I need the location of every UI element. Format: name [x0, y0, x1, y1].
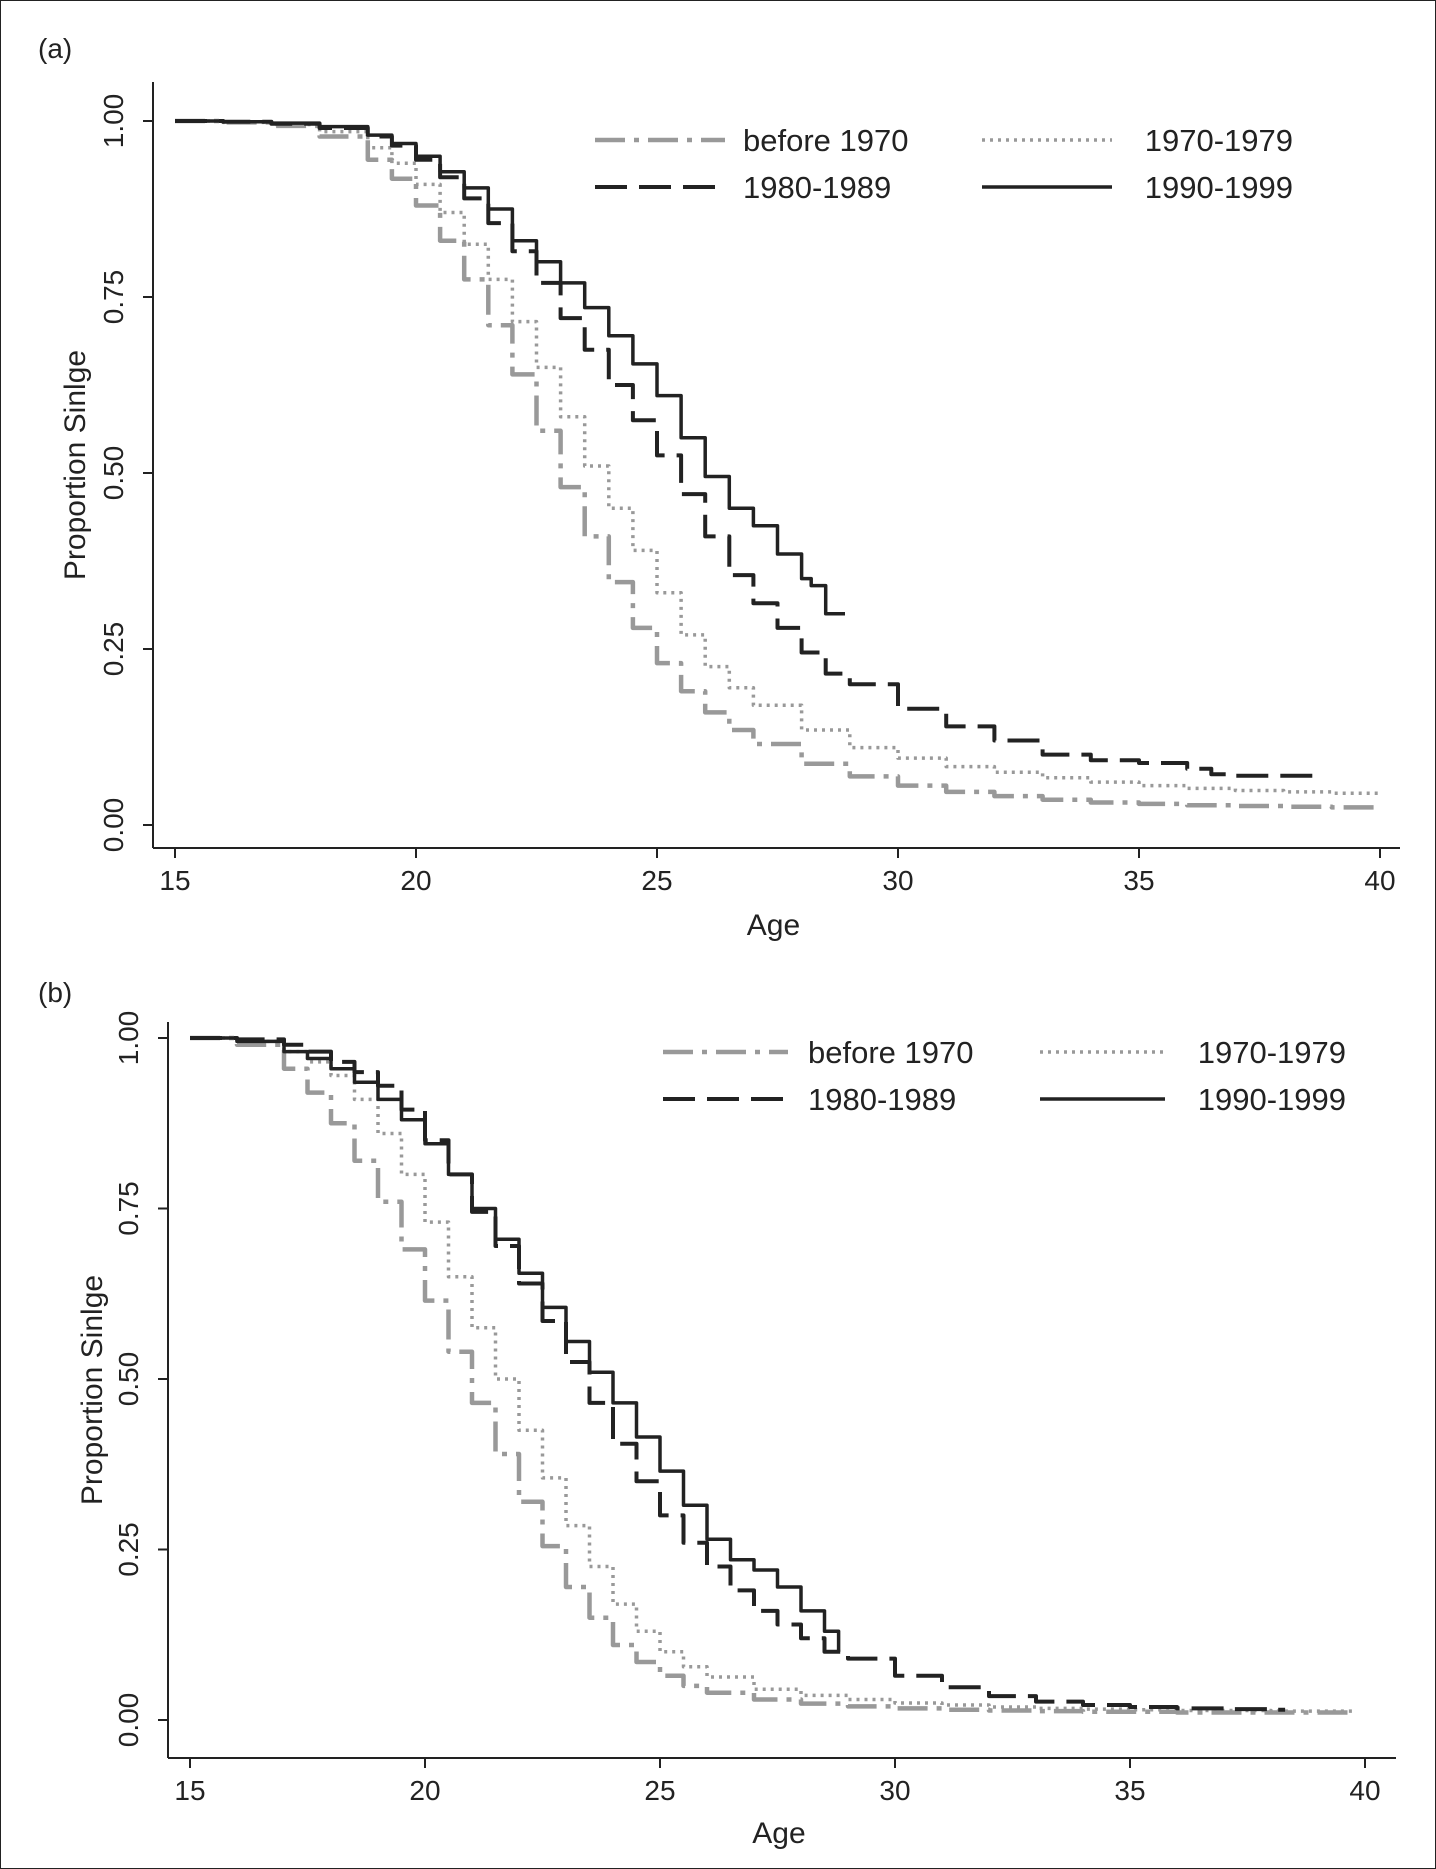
- x-tick-label: 20: [400, 865, 431, 896]
- series-line-before-1970: [175, 118, 1380, 810]
- y-tick-label: 0.25: [98, 622, 129, 677]
- x-tick-label: 35: [1123, 865, 1154, 896]
- legend-label: 1970-1979: [1198, 1035, 1346, 1070]
- series-line-1980-1989: [175, 119, 1313, 778]
- y-axis-title: Proportion Sinlge: [59, 350, 92, 580]
- y-tick-label: 0.25: [113, 1522, 144, 1577]
- legend-label: 1990-1999: [1145, 170, 1293, 205]
- y-tick-label: 0.50: [98, 446, 129, 501]
- x-tick-label: 25: [644, 1775, 675, 1806]
- x-tick-label: 15: [174, 1775, 205, 1806]
- y-tick-label: 0.75: [98, 270, 129, 325]
- y-tick-label: 0.00: [98, 798, 129, 853]
- legend-label: 1980-1989: [743, 170, 891, 205]
- y-tick-label: 0.00: [113, 1693, 144, 1748]
- x-axis-title: Age: [752, 1817, 805, 1850]
- legend-label: before 1970: [808, 1035, 973, 1070]
- y-tick-label: 1.00: [98, 94, 129, 149]
- y-tick-label: 0.50: [113, 1352, 144, 1407]
- chart-panel-a: (a) 15 20 25 30 35 40 0.00 0.25 0.50 0.75 1.00 Age Pr…: [38, 33, 1400, 942]
- x-tick-label: 40: [1349, 1775, 1380, 1806]
- series-line-1970-1979: [175, 119, 1382, 796]
- y-tick-label: 1.00: [113, 1011, 144, 1066]
- series-line-1990-1999: [190, 1036, 841, 1652]
- x-tick-label: 30: [882, 865, 913, 896]
- legend-label: 1990-1999: [1198, 1082, 1346, 1117]
- x-tick-label: 30: [879, 1775, 910, 1806]
- x-tick-label: 40: [1364, 865, 1395, 896]
- legend-label: before 1970: [743, 123, 908, 158]
- y-axis-title: Proportion Sinlge: [76, 1275, 109, 1505]
- x-tick-label: 20: [409, 1775, 440, 1806]
- legend-label: 1970-1979: [1145, 123, 1293, 158]
- panel-label: (a): [38, 33, 72, 64]
- x-tick-label: 15: [159, 865, 190, 896]
- y-tick-label: 0.75: [113, 1181, 144, 1236]
- x-tick-label: 35: [1114, 1775, 1145, 1806]
- x-axis-title: Age: [747, 909, 800, 942]
- x-tick-label: 25: [641, 865, 672, 896]
- series-line-1990-1999: [175, 119, 845, 616]
- series-line-1970-1979: [190, 1036, 1356, 1713]
- panel-label: (b): [38, 977, 72, 1008]
- legend-label: 1980-1989: [808, 1082, 956, 1117]
- series-line-before-1970: [190, 1035, 1356, 1715]
- chart-panel-b: (b) 15 20 25 30 35 40 0.00 0.25 0.50 0.75 1.00 Age Pr…: [38, 977, 1396, 1850]
